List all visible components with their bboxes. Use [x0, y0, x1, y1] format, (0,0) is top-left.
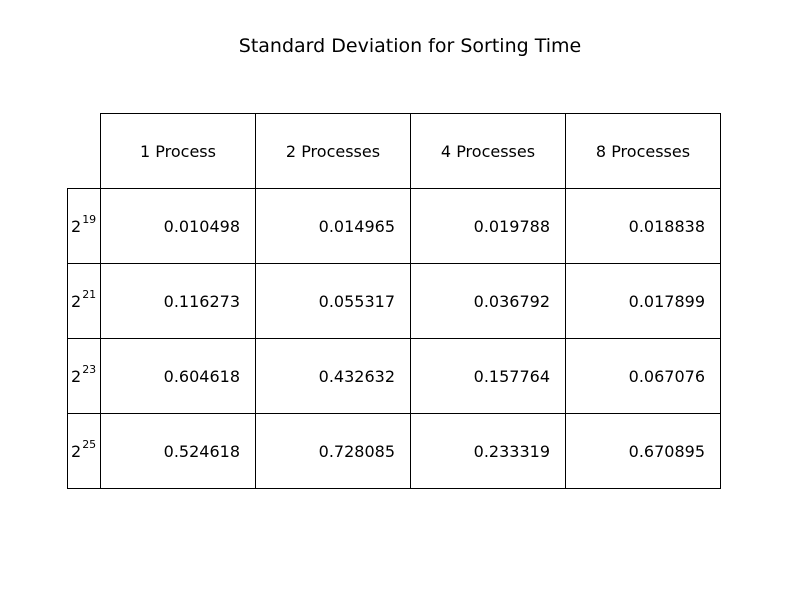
column-header: 4 Processes — [410, 113, 566, 189]
row-header-exponent: 25 — [82, 437, 97, 451]
row-header-base: 2 — [71, 441, 82, 461]
row-header: 2 21 — [67, 263, 101, 339]
table-cell: 0.157764 — [410, 338, 566, 414]
column-header: 2 Processes — [255, 113, 411, 189]
table-cell: 0.018838 — [565, 188, 721, 264]
row-header: 2 19 — [67, 188, 101, 264]
row-header: 2 25 — [67, 413, 101, 489]
table-cell: 0.116273 — [100, 263, 256, 339]
table-cell: 0.728085 — [255, 413, 411, 489]
column-header: 1 Process — [100, 113, 256, 189]
table-cell: 0.604618 — [100, 338, 256, 414]
table-cell: 0.432632 — [255, 338, 411, 414]
row-header-base: 2 — [71, 366, 82, 386]
row-header-exponent: 21 — [82, 287, 97, 301]
row-header-exponent: 23 — [82, 362, 97, 376]
row-header-base: 2 — [71, 216, 82, 236]
chart-title: Standard Deviation for Sorting Time — [238, 35, 582, 57]
table-cell: 0.524618 — [100, 413, 256, 489]
table-cell: 0.019788 — [410, 188, 566, 264]
row-header-base: 2 — [71, 291, 82, 311]
table-cell: 0.017899 — [565, 263, 721, 339]
row-header: 2 23 — [67, 338, 101, 414]
column-header: 8 Processes — [565, 113, 721, 189]
table-cell: 0.233319 — [410, 413, 566, 489]
table-cell: 0.067076 — [565, 338, 721, 414]
table-cell: 0.014965 — [255, 188, 411, 264]
row-header-exponent: 19 — [82, 212, 97, 226]
table-cell: 0.036792 — [410, 263, 566, 339]
table-cell: 0.055317 — [255, 263, 411, 339]
table-cell: 0.670895 — [565, 413, 721, 489]
table-cell: 0.010498 — [100, 188, 256, 264]
